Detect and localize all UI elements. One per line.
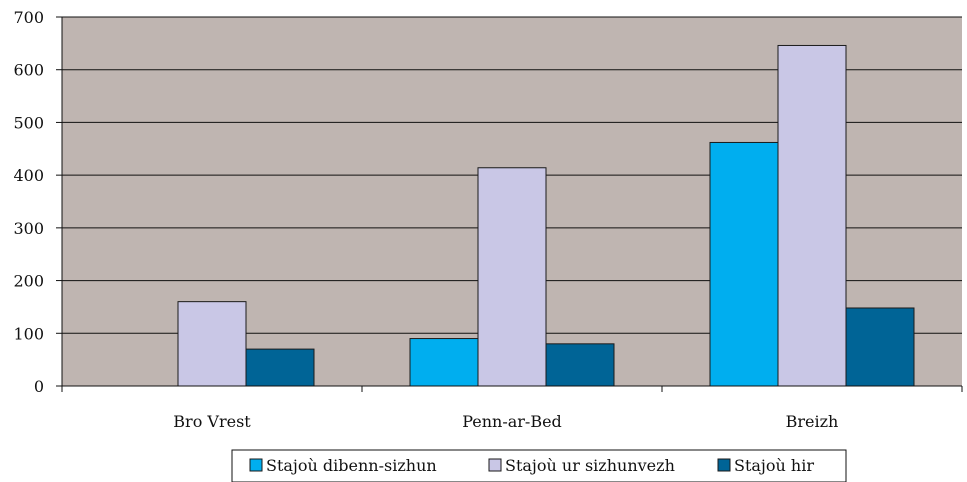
legend-swatch (717, 458, 731, 472)
y-tick-label: 0 (34, 377, 44, 396)
x-category-label: Breizh (786, 412, 839, 431)
bar (545, 343, 615, 387)
legend-label: Stajoù ur sizhunvezh (505, 456, 675, 475)
legend-swatch (249, 458, 263, 472)
y-tick-label: 200 (13, 272, 44, 291)
bar (409, 338, 479, 387)
bar (477, 167, 547, 387)
y-tick-label: 300 (13, 219, 44, 238)
bar (709, 141, 779, 387)
legend-label: Stajoù hir (734, 456, 814, 475)
x-category-label: Penn-ar-Bed (462, 412, 562, 431)
x-category-label: Bro Vrest (173, 412, 251, 431)
y-tick-label: 600 (13, 61, 44, 80)
y-tick-label: 100 (13, 324, 44, 343)
bar (777, 44, 847, 387)
legend-label: Stajoù dibenn-sizhun (266, 456, 437, 475)
bar (245, 348, 315, 387)
x-axis-categories: Bro Vrest Penn-ar-Bed Breizh (173, 412, 838, 431)
legend: Stajoù dibenn-sizhun Stajoù ur sizhunvezh… (231, 449, 847, 482)
y-tick-label: 500 (13, 113, 44, 132)
y-axis-ticks: 0 100 200 300 400 500 600 700 (13, 8, 62, 396)
legend-swatch (488, 458, 502, 472)
y-tick-label: 400 (13, 166, 44, 185)
bar (177, 301, 247, 387)
y-tick-label: 700 (13, 8, 44, 27)
bars (177, 44, 915, 387)
legend-box (231, 449, 847, 482)
axes (61, 17, 963, 392)
bar (845, 307, 915, 387)
